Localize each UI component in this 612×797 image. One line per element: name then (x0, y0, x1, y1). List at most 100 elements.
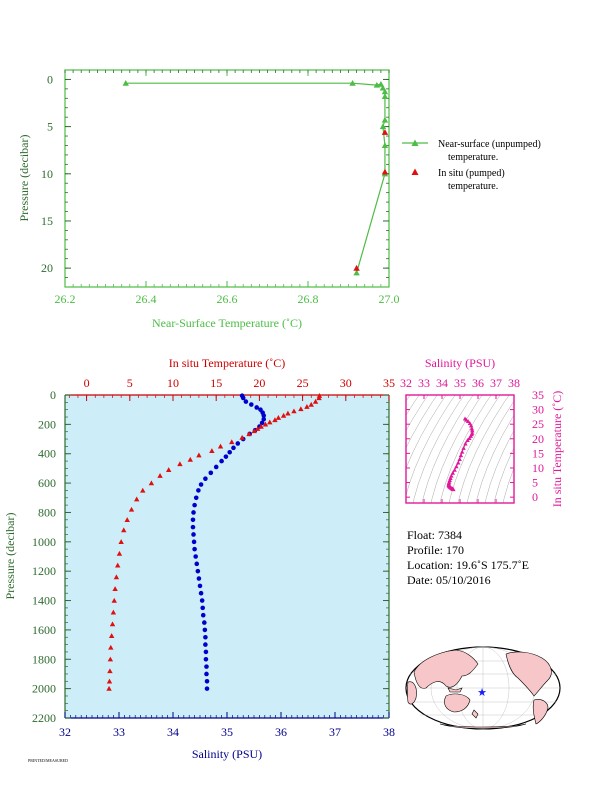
temperature-point (106, 685, 112, 691)
pressure-tick-label: 2000 (32, 682, 56, 696)
salinity-point (203, 476, 208, 481)
temperature-point (291, 408, 297, 414)
temperature-point (111, 597, 117, 603)
temperature-point (112, 586, 118, 591)
ts-y-axis-label: In situ Temperature (˚C) (550, 391, 564, 508)
temperature-point (316, 393, 323, 398)
indonesia-landmass (447, 687, 463, 693)
temperature-point (272, 417, 278, 423)
temperature-tick-label: 25 (297, 376, 309, 390)
salinity-tick-label: 38 (383, 725, 395, 739)
salinity-point (197, 583, 203, 589)
temperature-point (254, 426, 261, 431)
temperature-point (239, 434, 245, 440)
legend-entry-near-surface: Near-surface (unpumped) temperature. (438, 138, 541, 164)
density-contour (484, 430, 514, 503)
salinity-point (249, 402, 254, 407)
ts-point (467, 436, 472, 440)
near-surface-y-ticks: 0 5 10 15 20 (41, 72, 389, 278)
x-tick-label: 27.0 (379, 292, 400, 306)
ts-title: Salinity (PSU) (425, 356, 495, 370)
density-contour (406, 395, 420, 416)
ts-y-tick-label: 0 (532, 490, 538, 504)
near-surface-point (381, 93, 389, 99)
salinity-point (202, 620, 207, 625)
ts-x-tick-label: 35 (454, 376, 466, 390)
salinity-point (193, 495, 199, 501)
temperature-point (108, 644, 114, 650)
temperature-tick-label: 30 (340, 376, 352, 390)
pressure-tick-label: 400 (38, 447, 56, 461)
temperature-point (229, 439, 235, 445)
temperature-tick-label: 0 (84, 376, 90, 390)
south-america-landmass (532, 699, 549, 725)
temperature-point (187, 456, 193, 462)
temperature-point (312, 398, 319, 404)
temperature-point (177, 461, 183, 467)
footnote: PRINTED/MEASURED (28, 758, 69, 763)
salinity-point (202, 627, 208, 633)
density-contour (439, 395, 492, 503)
legend-red-triangle-icon (411, 168, 419, 175)
y-tick-label: 5 (47, 120, 53, 134)
ts-point (452, 467, 457, 472)
float-location: Location: 19.6˚S 175.7˚E (407, 558, 529, 572)
ts-point (469, 426, 475, 431)
profile-date: Date: 05/10/2016 (407, 573, 491, 587)
pressure-tick-label: 800 (38, 505, 56, 519)
temperature-point (217, 443, 224, 449)
y-tick-label: 10 (41, 167, 53, 181)
salinity-point (192, 546, 197, 552)
ts-point (454, 464, 459, 469)
temperature-point (258, 423, 264, 429)
salinity-point (219, 458, 224, 464)
temperature-point (110, 609, 117, 615)
salinity-point (261, 416, 267, 422)
salinity-point (243, 399, 249, 404)
salinity-point (204, 686, 210, 691)
y-tick-label: 15 (41, 214, 53, 228)
temperature-point (107, 668, 113, 674)
float-id: Float: 7384 (407, 528, 463, 542)
ts-point (461, 445, 466, 450)
world-map: ★ (405, 646, 561, 730)
pressure-axis-label: Pressure (decibar) (3, 513, 17, 600)
temperature-tick-label: 20 (253, 376, 265, 390)
temperature-point (304, 404, 310, 409)
salinity-point (199, 598, 205, 603)
ts-point (458, 453, 464, 458)
salinity-point (261, 413, 267, 418)
salinity-point (190, 524, 196, 530)
x-tick-label: 26.4 (136, 292, 157, 306)
ts-salinity-ticks: 32 33 34 35 36 37 38 (400, 376, 520, 503)
near-surface-point (379, 84, 387, 91)
salinity-point (203, 642, 208, 647)
salinity-point (227, 449, 232, 455)
ts-point (451, 487, 456, 492)
ts-x-tick-label: 37 (490, 376, 502, 390)
salinity-axis-label: Salinity (PSU) (192, 747, 262, 761)
density-contour (406, 395, 438, 449)
x-tick-label: 26.8 (298, 292, 319, 306)
near-surface-plot-frame (64, 69, 390, 288)
temperature-point (124, 517, 130, 522)
salinity-point (235, 441, 241, 446)
salinity-point (203, 656, 209, 662)
ts-x-tick-label: 32 (400, 376, 412, 390)
legend-near-surface-line2: temperature. (448, 152, 499, 163)
near-surface-y-axis-label: Pressure (decibar) (17, 135, 31, 222)
temperature-tick-label: 35 (383, 376, 395, 390)
pressure-tick-label: 1800 (32, 652, 56, 666)
salinity-point (192, 502, 197, 508)
temperature-point (107, 656, 114, 662)
profile-plot-background (65, 395, 389, 718)
density-contour (406, 395, 456, 497)
near-surface-point (381, 142, 389, 149)
ts-y-tick-label: 15 (532, 446, 544, 460)
salinity-point (254, 405, 259, 410)
salinity-point (204, 678, 210, 684)
temperature-point (275, 415, 282, 420)
ts-point (463, 441, 468, 446)
salinity-point (196, 576, 202, 581)
